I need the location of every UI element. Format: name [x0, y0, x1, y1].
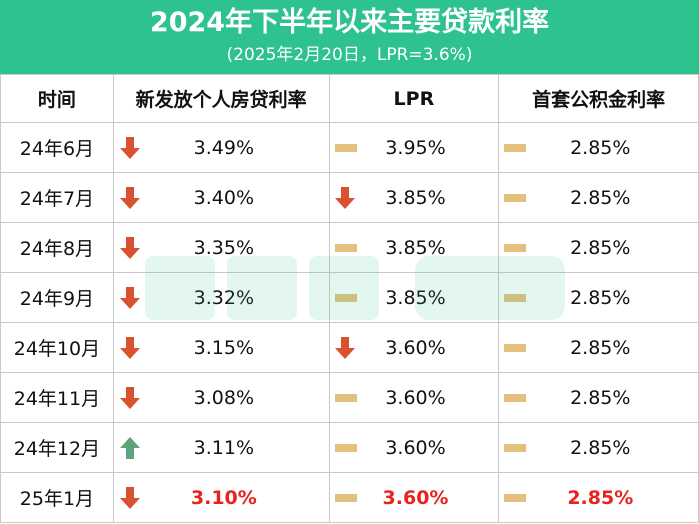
lpr-cell: 3.60% [328, 472, 500, 523]
lpr-cell: 3.60% [328, 322, 500, 373]
rate-table: 时间 新发放个人房贷利率 LPR 首套公积金利率 24年6月 3.49% 3.95%… [0, 74, 699, 523]
mortgage-rate-cell-value: 3.35% [193, 236, 255, 259]
down-arrow-icon [119, 136, 140, 159]
fund-rate-cell: 2.85% [498, 122, 699, 173]
time-cell: 24年11月 [0, 372, 114, 423]
down-arrow-icon [119, 186, 140, 209]
mortgage-rate-cell: 3.15% [112, 322, 330, 373]
lpr-cell-value: 3.60% [385, 436, 446, 459]
lpr-cell-value: 3.60% [382, 486, 449, 509]
down-arrow-icon [119, 336, 140, 359]
header-row: 时间 新发放个人房贷利率 LPR 首套公积金利率 [0, 74, 699, 123]
flat-bar-icon [334, 443, 357, 452]
lpr-cell-value: 3.95% [385, 136, 446, 159]
lpr-cell-value: 3.85% [385, 186, 446, 209]
mortgage-rate-cell-value: 3.11% [193, 436, 255, 459]
col-header-provident-fund-rate: 首套公积金利率 [498, 74, 699, 123]
col-header-time: 时间 [0, 74, 114, 123]
page-title: 2024年下半年以来主要贷款利率 [149, 7, 550, 38]
lpr-cell: 3.60% [328, 372, 500, 423]
fund-rate-cell: 2.85% [498, 472, 699, 523]
table-row: 24年9月 3.32% 3.85% 2.85% [0, 272, 699, 323]
fund-rate-cell-value: 2.85% [570, 236, 631, 259]
mortgage-rate-cell-value: 3.10% [190, 486, 257, 509]
mortgage-rate-cell: 3.32% [112, 272, 330, 323]
mortgage-rate-cell-value: 3.40% [193, 186, 255, 209]
fund-rate-cell: 2.85% [498, 172, 699, 223]
fund-rate-cell: 2.85% [498, 322, 699, 373]
fund-rate-cell-value: 2.85% [570, 386, 631, 409]
mortgage-rate-cell-value: 3.08% [193, 386, 255, 409]
mortgage-rate-cell: 3.35% [112, 222, 330, 273]
flat-bar-icon [504, 193, 527, 202]
mortgage-rate-cell: 3.10% [112, 472, 330, 523]
lpr-cell: 3.85% [328, 222, 500, 273]
flat-bar-icon [334, 493, 357, 502]
col-header-mortgage-rate: 新发放个人房贷利率 [112, 74, 330, 123]
flat-bar-icon [504, 493, 527, 502]
lpr-cell: 3.60% [328, 422, 500, 473]
up-arrow-icon [119, 436, 140, 459]
table-row: 24年8月 3.35% 3.85% 2.85% [0, 222, 699, 273]
lpr-cell: 3.95% [328, 122, 500, 173]
fund-rate-cell-value: 2.85% [570, 286, 631, 309]
mortgage-rate-cell-value: 3.15% [193, 336, 255, 359]
mortgage-rate-cell: 3.11% [112, 422, 330, 473]
fund-rate-cell-value: 2.85% [570, 136, 631, 159]
down-arrow-icon [119, 286, 140, 309]
mortgage-rate-cell: 3.49% [112, 122, 330, 173]
fund-rate-cell-value: 2.85% [570, 186, 631, 209]
mortgage-rate-cell: 3.40% [112, 172, 330, 223]
lpr-cell-value: 3.60% [385, 336, 446, 359]
time-cell: 24年9月 [0, 272, 114, 323]
table-row: 24年10月 3.15% 3.60% 2.85% [0, 322, 699, 373]
table-row: 24年12月 3.11% 3.60% 2.85% [0, 422, 699, 473]
down-arrow-icon [119, 486, 140, 509]
time-cell: 24年6月 [0, 122, 114, 173]
fund-rate-cell: 2.85% [498, 422, 699, 473]
time-cell: 24年10月 [0, 322, 114, 373]
flat-bar-icon [504, 293, 527, 302]
page-subtitle: (2025年2月20日，LPR=3.6%) [226, 45, 473, 65]
table-row: 24年6月 3.49% 3.95% 2.85% [0, 122, 699, 173]
fund-rate-cell-value: 2.85% [570, 436, 631, 459]
lpr-cell-value: 3.85% [385, 236, 446, 259]
flat-bar-icon [334, 393, 357, 402]
time-cell: 24年12月 [0, 422, 114, 473]
lpr-cell: 3.85% [328, 272, 500, 323]
fund-rate-cell-value: 2.85% [570, 336, 631, 359]
down-arrow-icon [119, 236, 140, 259]
flat-bar-icon [504, 443, 527, 452]
flat-bar-icon [504, 243, 527, 252]
table-row: 25年1月 3.10% 3.60% 2.85% [0, 472, 699, 523]
lpr-cell: 3.85% [328, 172, 500, 223]
fund-rate-cell: 2.85% [498, 222, 699, 273]
flat-bar-icon [334, 293, 357, 302]
lpr-cell-value: 3.60% [385, 386, 446, 409]
flat-bar-icon [504, 343, 527, 352]
table-row: 24年11月 3.08% 3.60% 2.85% [0, 372, 699, 423]
mortgage-rate-cell: 3.08% [112, 372, 330, 423]
flat-bar-icon [334, 143, 357, 152]
title-banner: 2024年下半年以来主要贷款利率 (2025年2月20日，LPR=3.6%) [0, 0, 699, 74]
time-cell: 25年1月 [0, 472, 114, 523]
mortgage-rate-cell-value: 3.49% [193, 136, 255, 159]
col-header-lpr: LPR [328, 74, 500, 123]
down-arrow-icon [334, 336, 355, 359]
time-cell: 24年8月 [0, 222, 114, 273]
mortgage-rate-cell-value: 3.32% [193, 286, 255, 309]
fund-rate-cell: 2.85% [498, 272, 699, 323]
flat-bar-icon [504, 143, 527, 152]
lpr-cell-value: 3.85% [385, 286, 446, 309]
table-row: 24年7月 3.40% 3.85% 2.85% [0, 172, 699, 223]
fund-rate-cell: 2.85% [498, 372, 699, 423]
down-arrow-icon [119, 386, 140, 409]
flat-bar-icon [334, 243, 357, 252]
flat-bar-icon [504, 393, 527, 402]
fund-rate-cell-value: 2.85% [567, 486, 634, 509]
down-arrow-icon [334, 186, 355, 209]
time-cell: 24年7月 [0, 172, 114, 223]
